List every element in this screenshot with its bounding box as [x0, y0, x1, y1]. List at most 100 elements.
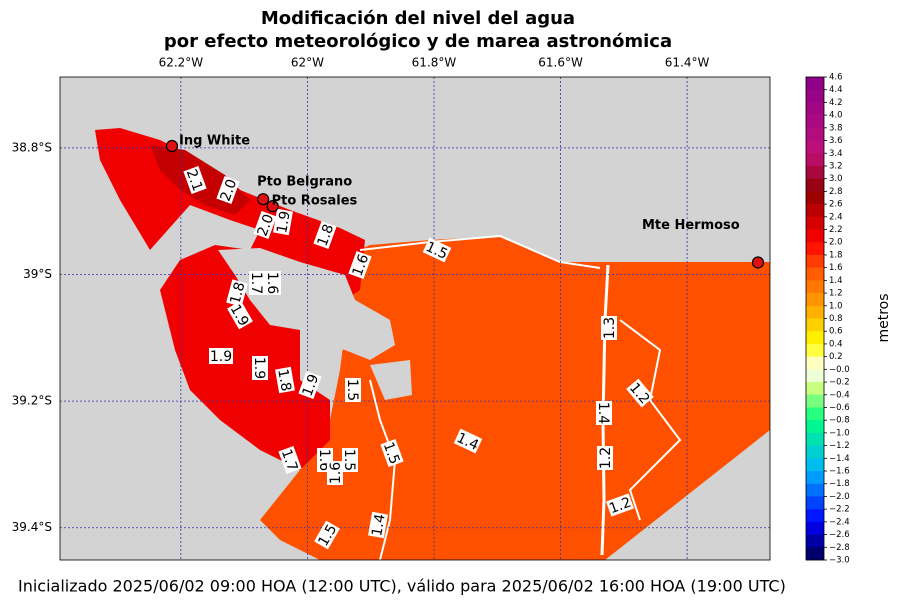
colorbar-tick-label: 4.0: [829, 111, 843, 121]
contour-label: 2.0: [253, 210, 278, 240]
contour-label-bg: [601, 316, 617, 340]
station-name: Pto Belgrano: [257, 175, 352, 190]
colorbar-tick-label: −2.4: [829, 517, 850, 527]
colorbar-tick-label: 3.8: [829, 123, 843, 133]
colorbar-tick-label: 1.6: [829, 263, 843, 273]
y-tick-label: 39.4°S: [12, 520, 52, 534]
contour-label-bg: [249, 271, 265, 295]
x-tick-label: 62.2°W: [159, 56, 204, 70]
contour-label-text: 1.6: [264, 272, 280, 294]
colorbar-segment: [806, 534, 824, 548]
contour-label-text: 1.9: [210, 349, 232, 365]
contour-label-bg: [298, 370, 322, 400]
y-tick-label: 39.2°S: [12, 394, 52, 408]
colorbar-tick-label: −0.2: [829, 378, 850, 388]
contour-label-text: 2.0: [255, 212, 278, 238]
colorbar-segment: [806, 521, 824, 535]
colorbar-tick-label: 4.2: [829, 98, 843, 108]
colorbar-tick-label: −1.4: [829, 454, 850, 464]
contour-label: 1.6: [348, 250, 372, 280]
colorbar-tick-label: −3.0: [829, 556, 850, 566]
colorbar-segment: [806, 178, 824, 192]
station-marker: [266, 200, 279, 213]
contour-label: 1.4: [595, 401, 612, 425]
contour-label-bg: [253, 210, 277, 240]
colorbar-segment: [806, 483, 824, 497]
contour-label: 1.9: [298, 370, 322, 400]
contour-label: 1.4: [368, 511, 389, 539]
colorbar-segment: [806, 293, 824, 307]
colorbar-tick-label: 1.8: [829, 250, 843, 260]
contour-label-bg: [327, 461, 343, 485]
island: [370, 360, 412, 400]
contour-label-text: 1.6: [328, 462, 344, 484]
contour-label-bg: [626, 378, 654, 408]
contour-label-bg: [313, 220, 337, 250]
colorbar-tick-label: −1.2: [829, 441, 850, 451]
contour-label: 1.5: [344, 378, 361, 402]
contour-label: 1.7: [278, 445, 302, 475]
contour-label-bg: [314, 520, 340, 550]
colorbar-segment: [806, 407, 824, 421]
x-tick-label: 62°W: [291, 56, 324, 70]
contour-label: 2.0: [216, 175, 241, 205]
colorbar-segment: [806, 471, 824, 485]
contour-label-text: 1.8: [274, 368, 294, 393]
colorbar-segment: [806, 153, 824, 167]
contour-label-bg: [278, 445, 302, 475]
colorbar-segment: [806, 445, 824, 459]
contour-label-bg: [453, 428, 483, 454]
station-name: Mte Hermoso: [642, 218, 740, 233]
contour-label: 1.9: [209, 348, 233, 365]
contour-label-text: 2.0: [218, 177, 241, 203]
colorbar-tick-label: −1.0: [829, 428, 850, 438]
contour-label-bg: [252, 356, 268, 380]
colorbar-tick-label: 1.2: [829, 289, 843, 299]
colorbar-segment: [806, 267, 824, 281]
contour-label-bg: [273, 208, 293, 236]
colorbar-tick-label: 0.6: [829, 327, 843, 337]
contour-line: [359, 234, 601, 269]
contour-label-text: 1.2: [607, 495, 633, 518]
contour-label: 1.2: [605, 493, 635, 518]
colorbar-tick-label: 4.6: [829, 73, 843, 83]
map-area: [60, 77, 770, 561]
contour-label: 1.9: [251, 356, 268, 380]
colorbar-tick-label: 2.6: [829, 200, 843, 210]
contour-label: 1.8: [274, 366, 295, 394]
contour-label-bg: [596, 401, 612, 425]
colorbar-tick-label: 0.8: [829, 314, 843, 324]
contour-label: 1.9: [273, 208, 294, 236]
colorbar-segment: [806, 458, 824, 472]
colorbar-segment: [806, 204, 824, 218]
colorbar-tick-label: 2.2: [829, 225, 843, 235]
colorbar-segment: [806, 369, 824, 383]
y-tick-label: 38.8°S: [12, 140, 52, 154]
colorbar-tick-label: 2.0: [829, 238, 843, 248]
colorbar-label: metros: [876, 293, 892, 342]
contour-label-bg: [275, 366, 295, 394]
colorbar-segment: [806, 229, 824, 243]
colorbar-segment: [806, 89, 824, 103]
x-tick-label: 61.4°W: [665, 56, 710, 70]
contour-label-text: 1.3: [602, 317, 618, 339]
colorbar-tick-label: 1.4: [829, 276, 843, 286]
contour-label: 1.6: [327, 461, 344, 485]
colorbar-segment: [806, 305, 824, 319]
colorbar-segment: [806, 140, 824, 154]
colorbar-tick-label: −2.6: [829, 530, 850, 540]
colorbar-segment: [806, 356, 824, 370]
contour-label-bg: [368, 511, 388, 539]
contour-label: 1.3: [601, 316, 618, 340]
station-name: Pto Rosales: [272, 194, 358, 209]
x-tick-label: 61.6°W: [538, 56, 583, 70]
contour-label-bg: [345, 378, 361, 402]
contour-label-bg: [216, 175, 240, 205]
x-tick-label: 61.8°W: [412, 56, 457, 70]
colorbar-segment: [806, 420, 824, 434]
contour-line: [619, 319, 682, 521]
contour-label-text: 2.1: [183, 167, 206, 193]
station-marker: [257, 193, 270, 206]
colorbar-tick-label: −2.8: [829, 543, 850, 553]
